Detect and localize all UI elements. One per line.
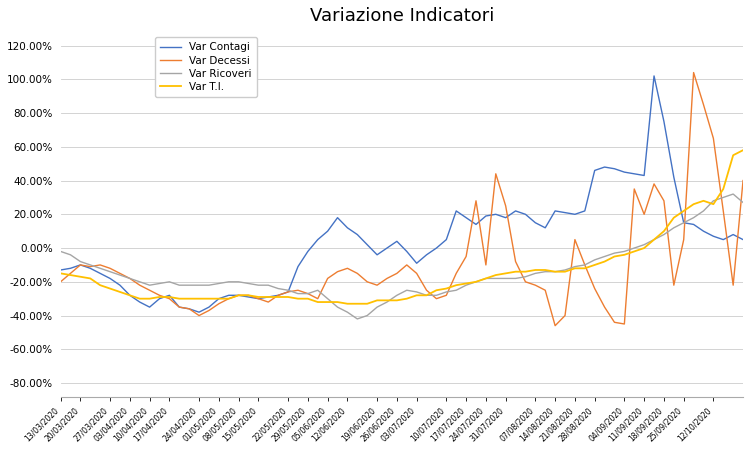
Var T.I.	[214, 296, 223, 302]
Var T.I.	[739, 148, 748, 153]
Line: Var T.I.: Var T.I.	[61, 150, 743, 304]
Var T.I.	[650, 237, 658, 242]
Var Ricoveri	[729, 191, 738, 197]
Var Contagi	[194, 310, 203, 315]
Var Ricoveri	[264, 283, 273, 288]
Line: Var Contagi: Var Contagi	[61, 76, 743, 312]
Var Decessi	[343, 266, 352, 271]
Var Contagi	[739, 237, 748, 242]
Var Ricoveri	[214, 281, 223, 286]
Var Ricoveri	[56, 249, 65, 254]
Var Contagi	[442, 237, 451, 242]
Var Decessi	[550, 323, 560, 328]
Var Contagi	[352, 232, 362, 237]
Line: Var Ricoveri: Var Ricoveri	[61, 194, 743, 319]
Legend: Var Contagi, Var Decessi, Var Ricoveri, Var T.I.: Var Contagi, Var Decessi, Var Ricoveri, …	[154, 37, 256, 97]
Var T.I.	[442, 286, 451, 291]
Var Contagi	[145, 304, 154, 310]
Var Contagi	[650, 73, 658, 79]
Var Contagi	[56, 267, 65, 273]
Var Decessi	[689, 70, 698, 75]
Var Decessi	[214, 301, 223, 306]
Var T.I.	[145, 296, 154, 302]
Var Ricoveri	[442, 289, 451, 295]
Var Ricoveri	[343, 310, 352, 315]
Var Ricoveri	[739, 200, 748, 205]
Var T.I.	[640, 245, 649, 251]
Var T.I.	[264, 294, 273, 300]
Var Decessi	[264, 299, 273, 305]
Var Decessi	[650, 181, 658, 187]
Var Decessi	[432, 296, 441, 302]
Var Decessi	[739, 178, 748, 183]
Var Contagi	[224, 292, 233, 298]
Var Contagi	[274, 292, 283, 298]
Var Contagi	[659, 119, 668, 124]
Line: Var Decessi: Var Decessi	[61, 72, 743, 326]
Var T.I.	[56, 270, 65, 276]
Var Decessi	[145, 288, 154, 293]
Var Ricoveri	[352, 316, 362, 322]
Var Ricoveri	[650, 237, 658, 242]
Var Decessi	[56, 279, 65, 284]
Var Ricoveri	[145, 283, 154, 288]
Title: Variazione Indicatori: Variazione Indicatori	[310, 7, 494, 25]
Var T.I.	[343, 301, 352, 306]
